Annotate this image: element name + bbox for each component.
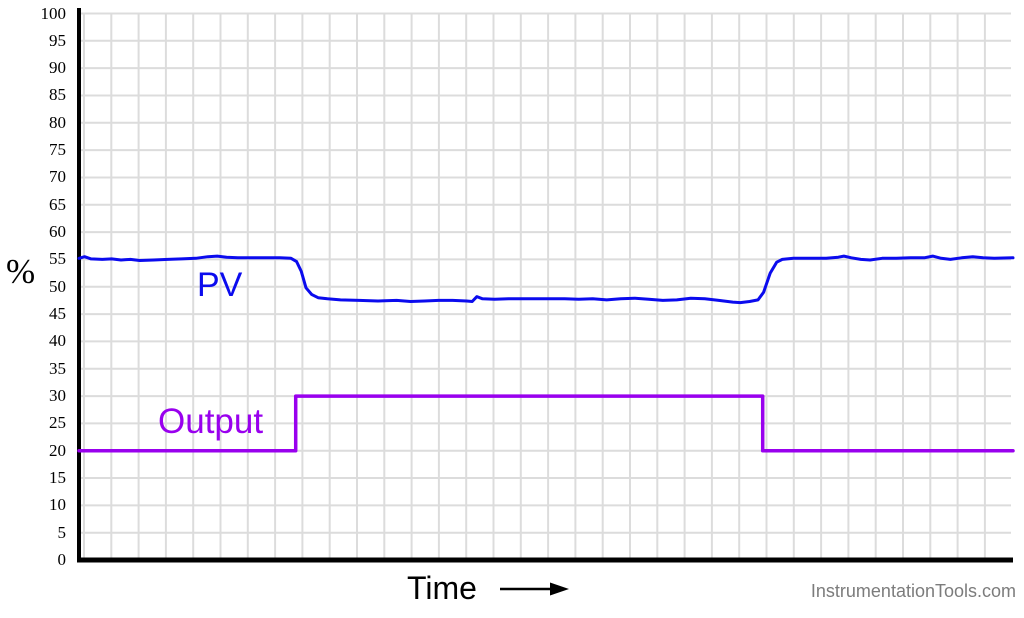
output-series-label: Output [158, 402, 264, 441]
y-tick-label: 0 [57, 550, 67, 569]
y-tick-label: 25 [49, 413, 66, 433]
y-axis-unit-label: % [6, 252, 36, 291]
y-tick-label: 30 [49, 386, 66, 406]
y-tick-label: 75 [49, 140, 66, 160]
y-tick-label: 85 [49, 85, 66, 105]
output-line [77, 394, 1015, 453]
y-tick-label: 40 [49, 331, 66, 351]
time-arrow-icon [500, 582, 569, 596]
pv-series-label: PV [197, 266, 243, 304]
y-axis-tick-labels: 0 5 10 15 20 25 30 35 40 45 50 55 60 65 70 75 80 85 90 95 10… [0, 0, 67, 618]
y-tick-label: 50 [49, 276, 66, 296]
y-tick-label: 65 [49, 194, 66, 214]
y-tick-label: 90 [49, 58, 66, 78]
pv-line [77, 254, 1015, 305]
y-tick-label: 95 [49, 30, 66, 50]
y-tick-label: 100 [40, 3, 67, 23]
y-tick-label: 35 [49, 358, 66, 378]
y-tick-label: 55 [49, 249, 66, 269]
y-tick-label: 15 [49, 468, 66, 488]
y-tick-label: 60 [49, 222, 66, 242]
y-tick-label: 20 [49, 440, 66, 460]
y-tick-label: 70 [49, 167, 66, 187]
x-axis-title: Time [407, 570, 477, 606]
y-tick-label: 5 [57, 522, 67, 542]
y-tick-label: 45 [49, 304, 66, 324]
y-tick-label: 10 [49, 495, 66, 515]
watermark-text: InstrumentationTools.com [810, 581, 1016, 601]
axes [77, 8, 1013, 563]
grid-lines [79, 12, 1011, 560]
y-tick-label: 80 [49, 112, 66, 132]
